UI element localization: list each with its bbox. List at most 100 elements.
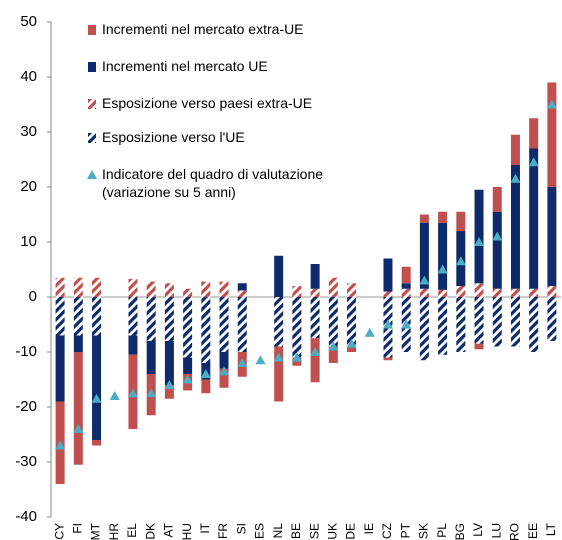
y-tick-label: -40 <box>15 508 37 525</box>
x-tick-label: CZ <box>380 523 394 539</box>
indicator-marker <box>492 231 503 241</box>
x-tick-label: DE <box>344 523 358 540</box>
legend-label: Esposizione verso l'UE <box>102 129 245 145</box>
bar-segment <box>492 288 502 297</box>
x-tick-label: UK <box>325 523 339 540</box>
bar-segment <box>347 283 357 297</box>
bar-segment <box>474 343 484 350</box>
x-tick-label: HR <box>107 523 121 540</box>
y-tick-label: -30 <box>15 453 37 470</box>
bar-segment <box>419 297 429 361</box>
x-tick-label: PL <box>435 523 449 538</box>
bar-segment <box>146 341 156 374</box>
y-tick-label: 30 <box>20 123 37 140</box>
x-tick-label: MT <box>89 522 103 540</box>
x-tick-label: LU <box>489 523 503 538</box>
bar-segment <box>237 297 247 352</box>
bar-segment <box>529 118 539 149</box>
bar-segment <box>146 297 156 341</box>
indicator-marker <box>437 264 448 274</box>
indicator-marker <box>546 99 557 109</box>
indicator-marker <box>328 341 339 351</box>
indicator-marker <box>510 173 521 183</box>
indicator-marker <box>146 388 157 398</box>
bar-segment <box>529 148 539 289</box>
bar-segment <box>510 297 520 347</box>
bar-segment <box>529 297 539 352</box>
y-tick-label: -20 <box>15 398 37 415</box>
bar-segment <box>419 214 429 223</box>
bar-segment <box>383 291 393 297</box>
indicator-marker <box>291 352 302 362</box>
bar-segment <box>310 264 320 289</box>
indicator-marker <box>310 347 321 356</box>
indicator-marker <box>127 388 138 398</box>
bar-segment <box>219 368 229 388</box>
bar-segment <box>492 187 502 212</box>
x-tick-label: IE <box>362 523 376 534</box>
bar-segment <box>164 341 174 385</box>
indicator-marker <box>364 327 375 337</box>
legend-marker <box>88 133 96 143</box>
bar-segment <box>383 258 393 292</box>
bar-segment <box>510 288 520 297</box>
bar-segment <box>55 297 65 336</box>
indicator-marker <box>73 424 84 433</box>
x-tick-label: BG <box>453 523 467 540</box>
bar-segment <box>128 335 138 355</box>
bar-segment <box>73 277 83 297</box>
bar-segment <box>438 211 448 223</box>
bar-segment <box>347 346 357 352</box>
bar-segment <box>492 211 502 289</box>
bar-segment <box>529 288 539 297</box>
bar-segment <box>164 297 174 341</box>
indicator-marker <box>474 237 485 246</box>
bar-segment <box>438 289 448 297</box>
indicator-marker <box>237 358 248 367</box>
bar-segment <box>219 281 229 297</box>
bar-segment <box>310 297 320 339</box>
x-tick-label: EL <box>125 523 139 538</box>
x-tick-label: LV <box>471 523 485 537</box>
indicator-marker <box>55 440 66 450</box>
bar-segment <box>547 187 557 286</box>
y-tick-label: 50 <box>20 13 37 30</box>
x-tick-label: HU <box>180 523 194 540</box>
y-tick-label: 10 <box>20 233 37 250</box>
bar-segment <box>274 346 284 402</box>
x-tick-label: AT <box>162 522 176 537</box>
bar-segment <box>201 379 211 394</box>
bar-segment <box>201 281 211 297</box>
bar-segment <box>474 297 484 344</box>
y-tick-label: 40 <box>20 68 37 85</box>
indicator-marker <box>164 380 175 389</box>
x-tick-label: CY <box>52 523 66 540</box>
indicator-marker <box>419 275 430 285</box>
bar-segment <box>547 82 557 187</box>
indicator-marker <box>346 338 357 348</box>
x-tick-label: NL <box>271 523 285 539</box>
indicator-marker <box>200 369 211 378</box>
bar-segment <box>73 352 83 465</box>
bar-segment <box>328 277 338 297</box>
bar-segment <box>92 277 102 297</box>
indicator-marker <box>455 256 466 266</box>
indicator-marker <box>528 157 539 167</box>
bar-segment <box>438 222 448 290</box>
bar-segment <box>237 283 247 291</box>
y-tick-label: -10 <box>15 343 37 360</box>
indicator-marker <box>273 352 284 362</box>
bar-segment <box>128 297 138 336</box>
bar-segment <box>456 211 466 231</box>
legend-marker <box>88 25 96 35</box>
bar-segment <box>456 286 466 297</box>
bar-segment <box>146 281 156 297</box>
bar-segment <box>183 297 193 358</box>
bar-segment <box>183 288 193 297</box>
bar-segment <box>401 288 411 297</box>
bar-segment <box>292 357 302 366</box>
bar-segment <box>55 277 65 297</box>
bar-segment <box>328 297 338 347</box>
bar-segment <box>73 335 83 352</box>
x-tick-label: LT <box>544 522 558 536</box>
